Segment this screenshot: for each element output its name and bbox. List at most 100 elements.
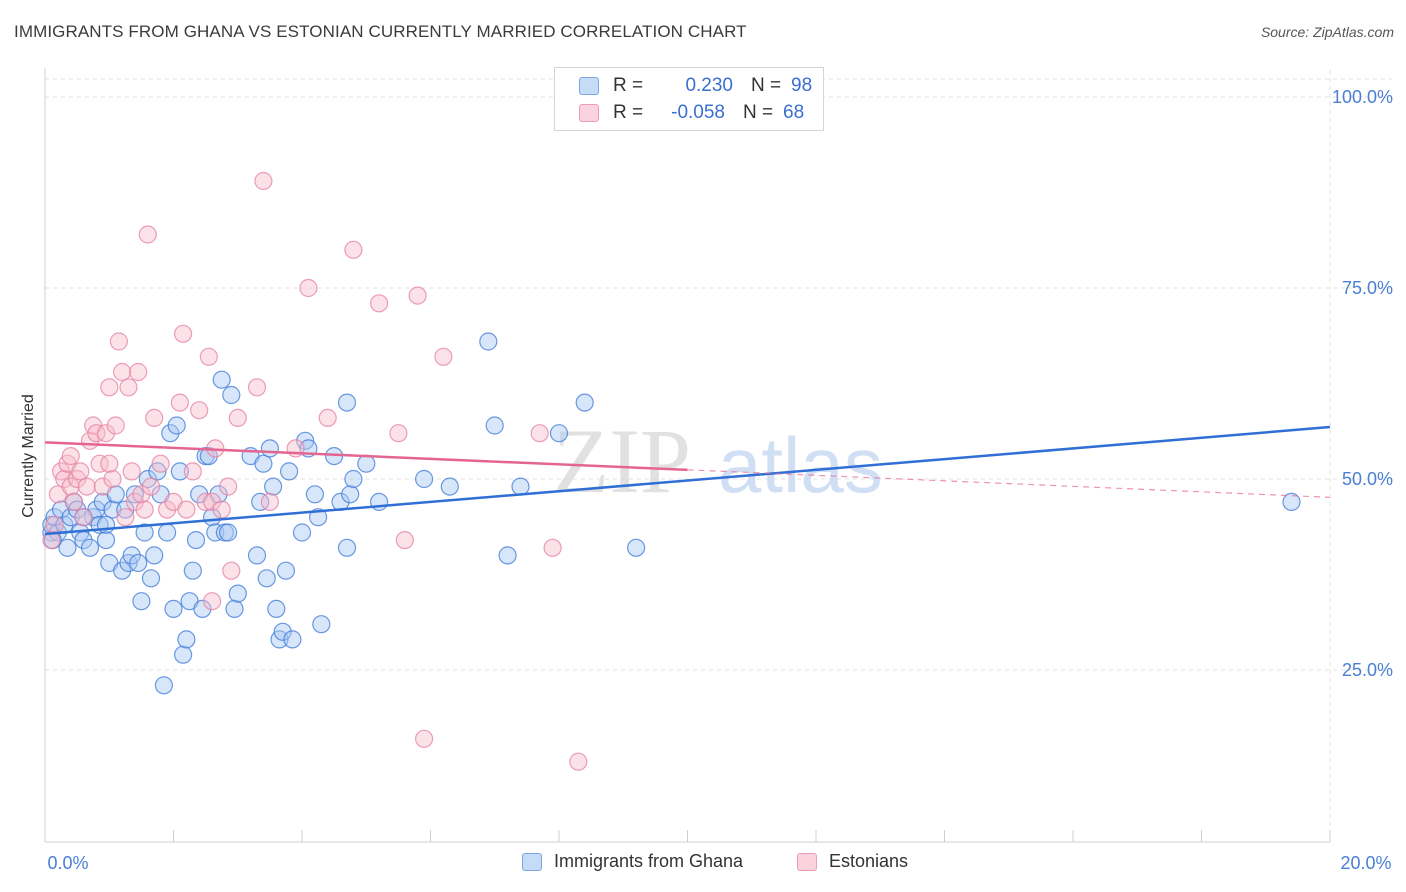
estonian-point [408,286,427,305]
watermark-zip: ZIP [553,410,691,512]
estonian-point [395,530,414,550]
trend-lines [44,425,1331,536]
legend-swatch-ghana [522,852,542,871]
ghana-point [264,477,283,496]
ghana-point [575,393,594,412]
estonian-point [119,378,138,397]
estonian-point [125,492,144,511]
estonian-point [129,362,148,382]
estonian-point [219,477,238,496]
ghana-point [305,485,324,504]
estonian-point [61,447,80,466]
ghana-point [170,462,189,481]
ghana-point [135,523,154,542]
estonian-point [199,347,218,366]
y-tick-label: 25.0% [1342,660,1393,680]
y-axis-label: Currently Married [20,394,37,518]
ghana-point [479,332,498,351]
ghana-point [254,454,273,473]
ghana-point [312,615,331,634]
ghana-point [186,530,206,550]
ghana-point [549,424,569,443]
estonian-point [93,477,112,496]
legend-n-value: 68 [783,102,805,123]
estonian-point [389,424,408,443]
estonian-point [177,500,196,519]
series-legend: Immigrants from Ghana Estonians [0,851,1406,879]
ghana-point [45,508,64,527]
legend-item-ghana[interactable]: Immigrants from Ghana [522,851,743,872]
ghana-point [267,599,286,619]
estonian-point [96,424,116,443]
estonian-point [530,424,549,443]
ghana-point [337,393,357,412]
estonian-point [170,393,189,412]
ghana-point [158,523,177,542]
ghana-point [58,538,77,557]
ghana-point [167,416,186,435]
ghana-point [485,416,504,435]
legend-row-ghana: R = 0.230 N = 98 [579,73,812,99]
estonian-point [434,347,453,366]
ghana-point [116,500,135,519]
tick-labels: 25.0% 50.0% 75.0% 100.0% 0.0% 20.0% [47,87,1393,873]
estonian-point [103,469,122,489]
estonian-point [569,752,588,771]
estonian-point [190,401,209,420]
ghana-point [154,676,173,695]
estonian-point [45,515,64,534]
estonian-point [64,492,84,511]
ghana-point [96,530,116,550]
ghana-point [80,538,100,557]
ghana-point [164,599,183,619]
ghana-trend-line [44,425,1331,536]
y-tick-label: 100.0% [1332,87,1393,107]
ghana-point [626,538,646,557]
legend-r-label: R = [613,75,644,96]
estonian-point [247,378,267,397]
ghana-point [357,454,376,473]
ghana-point [129,553,148,573]
ghana-point [225,599,244,619]
estonian-point [299,278,318,298]
ghana-point [96,515,116,534]
estonian-point [318,408,337,427]
estonian-point [122,462,141,481]
estonian-point [212,500,231,519]
estonian-point [203,592,222,611]
ghana-point [183,561,202,580]
estonian-point [55,469,74,489]
correlation-legend: R = 0.230 N = 98 R = -0.058 N = 68 [554,67,824,131]
estonian-point [228,408,247,427]
ghana-point [337,538,357,557]
chart-source: Source: ZipAtlas.com [1260,24,1394,40]
legend-r-value: -0.058 [671,102,725,123]
ghana-point [309,508,328,527]
ghana-point [415,469,434,489]
ghana-point [257,569,276,588]
estonian-point [174,324,193,343]
watermark-atlas: atlas [718,421,883,509]
ghana-point [1282,492,1301,511]
estonian-point [543,538,562,557]
ghana-point [132,592,151,611]
estonian-point [42,530,61,550]
estonian-point [141,477,161,496]
estonian-point [183,462,202,481]
ghana-point [273,622,292,641]
ghana-point [511,477,530,496]
estonian-point [77,477,96,496]
estonian-point [74,508,93,527]
estonian-point [370,294,389,313]
legend-swatch-estonians [797,852,817,871]
ghana-point [222,385,241,405]
estonian-point [71,462,90,481]
ghana-point [228,584,247,603]
ghana-point [193,599,212,619]
ghana-point [280,462,299,481]
legend-item-estonians[interactable]: Estonians [797,851,908,872]
ghana-point [174,645,193,664]
y-tick-label: 50.0% [1342,469,1393,489]
ghana-point [212,370,231,389]
